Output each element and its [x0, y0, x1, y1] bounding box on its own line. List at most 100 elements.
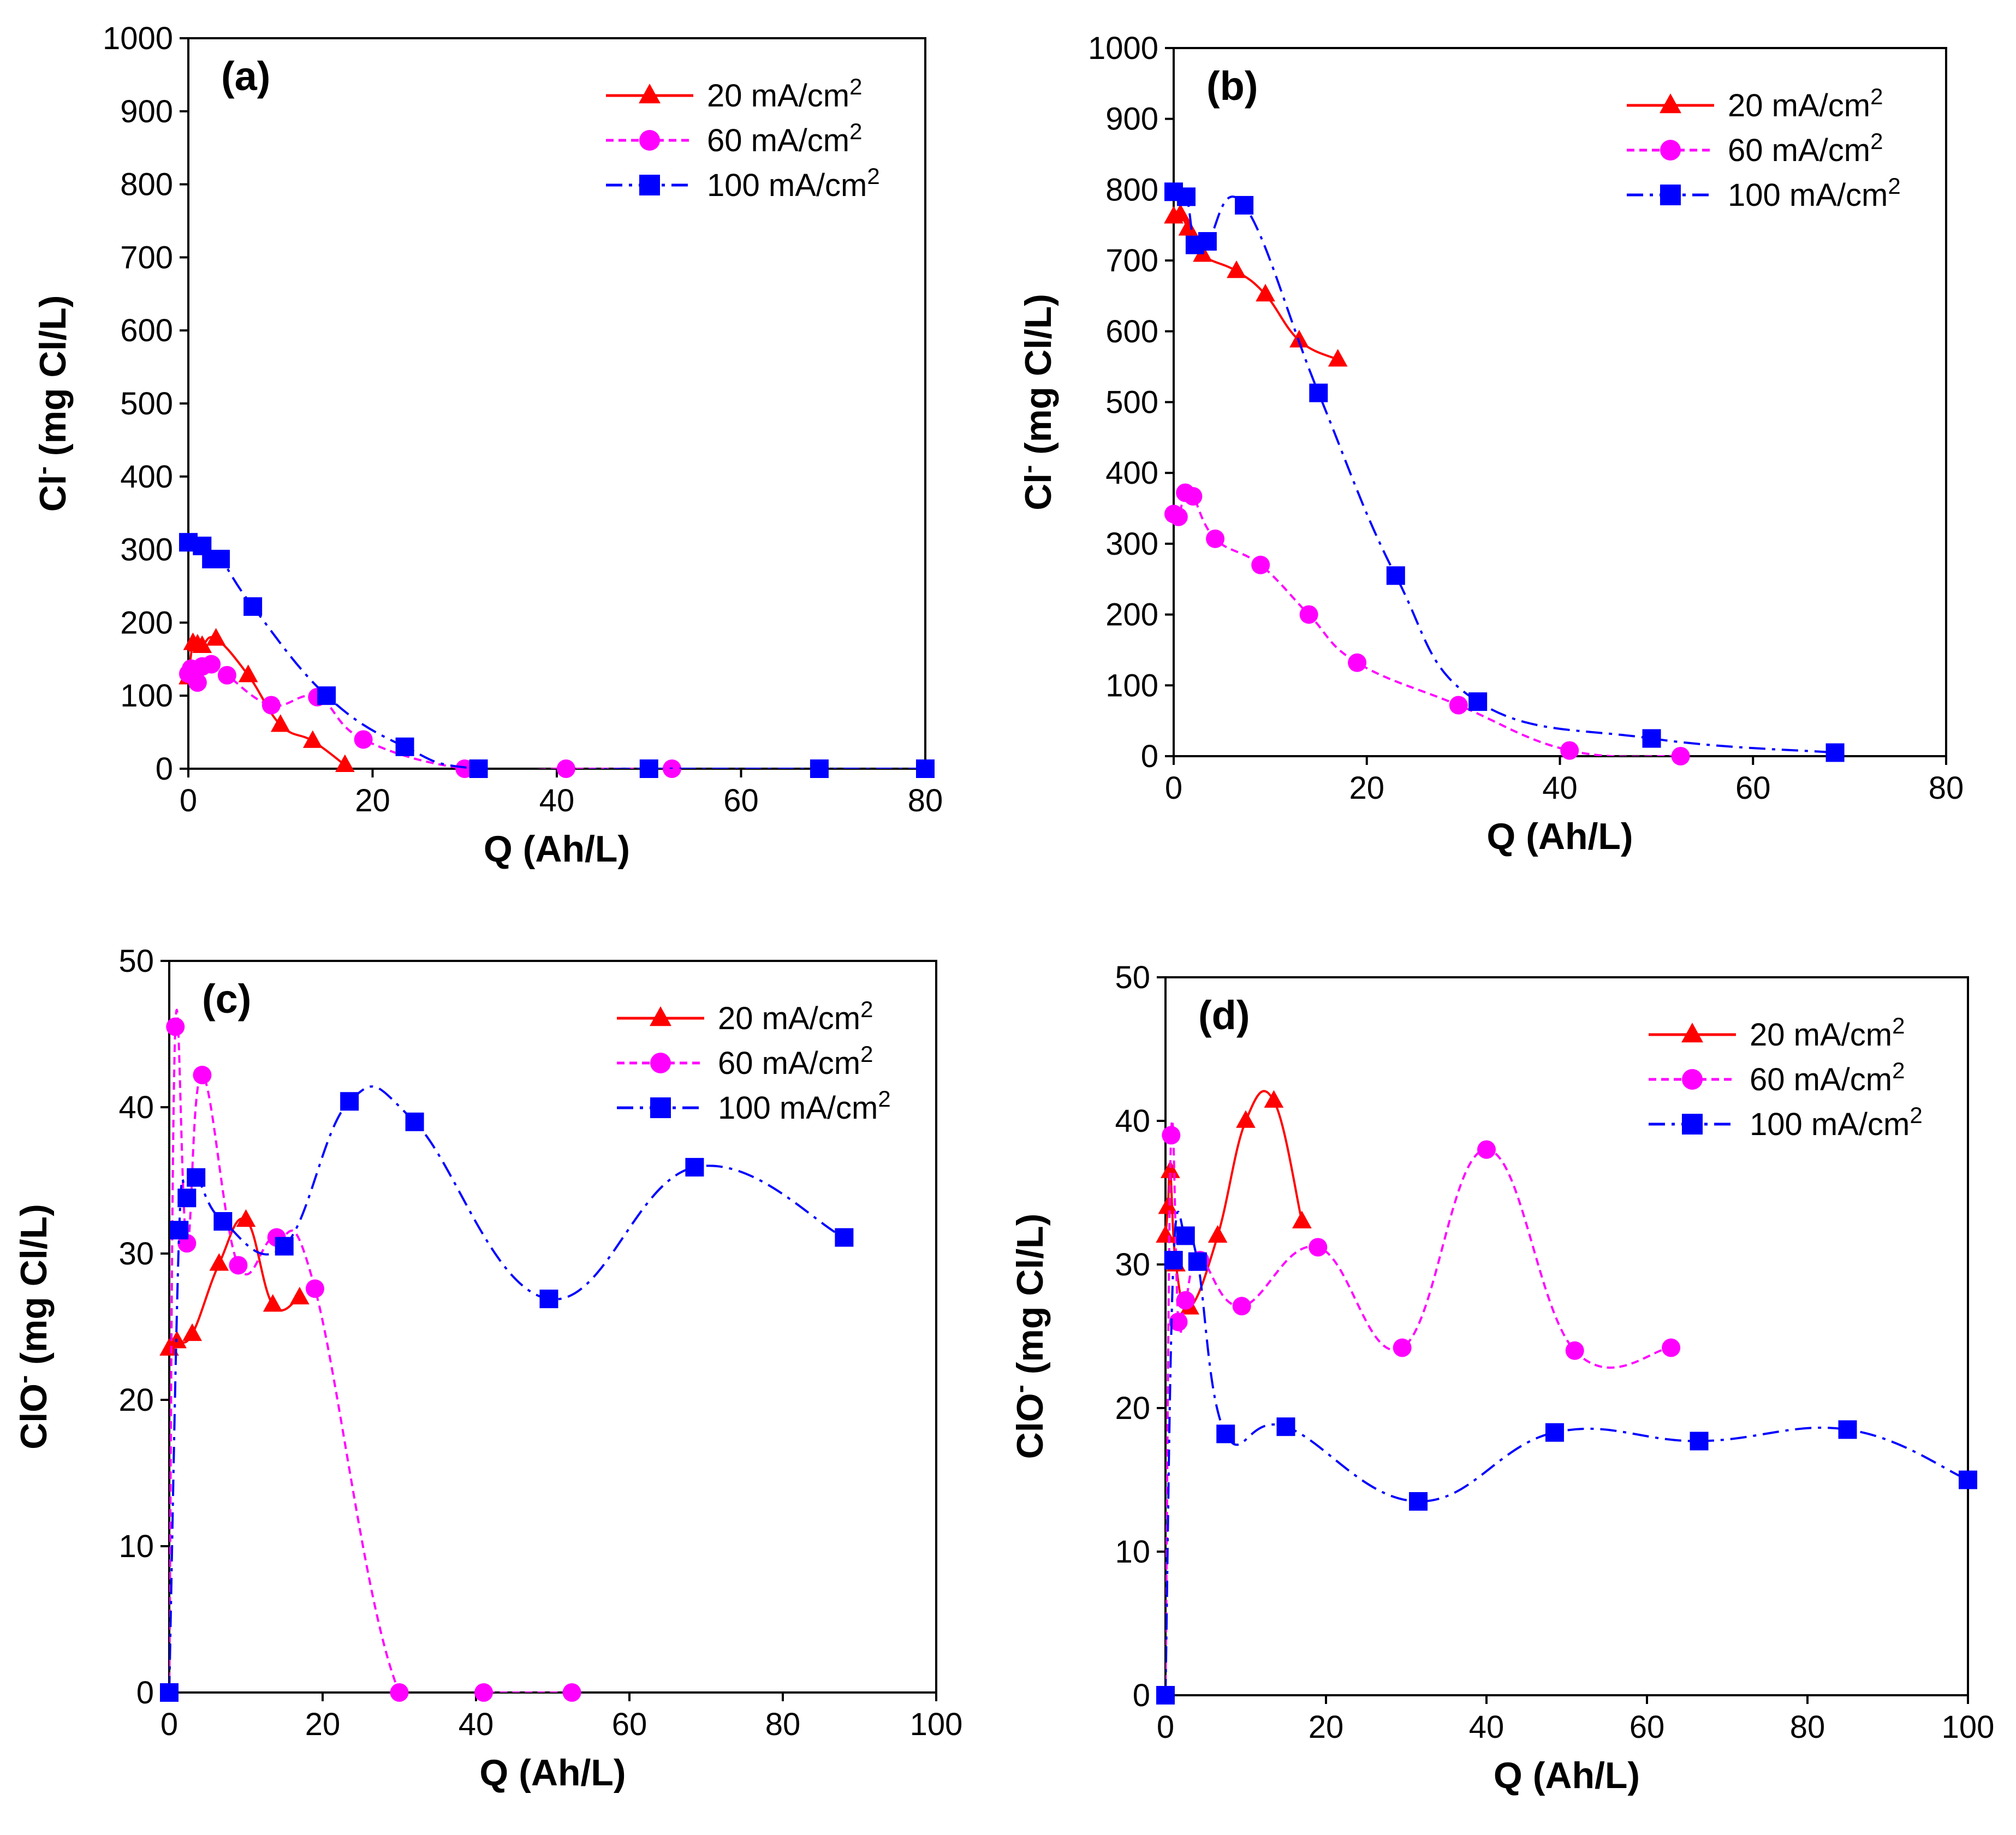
- data-point: [1477, 1140, 1496, 1159]
- data-point: [1449, 696, 1468, 715]
- data-point: [177, 1189, 197, 1208]
- data-point: [217, 666, 236, 685]
- y-tick-label: 1000: [1088, 31, 1158, 66]
- legend-label: 20 mA/cm2: [707, 74, 862, 114]
- data-point: [1309, 1238, 1328, 1257]
- y-tick-label: 200: [120, 605, 173, 640]
- legend-label: 100 mA/cm2: [718, 1086, 891, 1126]
- data-point: [1162, 1126, 1181, 1145]
- legend: 20 mA/cm2 60 mA/cm2 100 mA/cm2: [617, 996, 891, 1126]
- data-point: [1690, 1432, 1709, 1451]
- x-tick-label: 40: [539, 783, 575, 818]
- data-point: [1468, 692, 1488, 711]
- x-tick-label: 20: [1349, 770, 1384, 806]
- x-tick-label: 20: [1309, 1709, 1344, 1745]
- data-point: [1959, 1470, 1977, 1489]
- data-point: [229, 1256, 248, 1275]
- series-line: [188, 662, 672, 769]
- legend-marker: [639, 130, 660, 151]
- legend-marker: [1660, 93, 1681, 114]
- data-point: [1545, 1423, 1564, 1442]
- data-point: [1176, 1226, 1195, 1245]
- y-tick-label: 800: [120, 167, 173, 203]
- series-100-mA: [1156, 1210, 1977, 1705]
- data-point: [1178, 218, 1198, 236]
- legend-marker: [639, 84, 661, 104]
- y-tick-label: 900: [1105, 102, 1158, 137]
- data-point: [290, 1286, 310, 1305]
- data-point: [1236, 1110, 1256, 1128]
- y-tick-label: 200: [1105, 597, 1158, 633]
- data-point: [354, 730, 373, 749]
- data-point: [1176, 1291, 1195, 1310]
- data-point: [1216, 1424, 1235, 1444]
- x-tick-label: 80: [908, 783, 943, 818]
- data-point: [1386, 566, 1405, 585]
- data-point: [335, 754, 355, 773]
- data-point: [405, 1112, 424, 1131]
- x-tick-label: 100: [910, 1707, 963, 1742]
- legend: 20 mA/cm2 60 mA/cm2 100 mA/cm2: [1627, 84, 1901, 213]
- data-point: [1409, 1492, 1428, 1511]
- y-tick-label: 0: [1141, 739, 1158, 774]
- data-point: [261, 696, 281, 715]
- x-tick-label: 40: [1542, 770, 1578, 806]
- y-tick-label: 800: [1105, 172, 1158, 207]
- series-60-mA: [160, 1009, 581, 1702]
- plot-area-frame: [1164, 976, 1969, 1696]
- data-point: [1309, 383, 1328, 402]
- data-point: [916, 759, 935, 778]
- data-point: [1292, 1210, 1312, 1228]
- y-tick-label: 10: [118, 1529, 154, 1564]
- data-point: [685, 1157, 704, 1177]
- y-tick-label: 40: [1115, 1103, 1150, 1139]
- panel-label: (c): [202, 976, 251, 1022]
- legend-label: 20 mA/cm2: [1728, 84, 1883, 123]
- y-axis-title: ClO- (mg Cl/L): [9, 1204, 55, 1450]
- data-point: [192, 635, 212, 653]
- y-tick-label: 700: [120, 240, 173, 275]
- series-60-mA: [1156, 1119, 1681, 1705]
- series-20-mA: [159, 1209, 310, 1356]
- data-point: [1560, 741, 1579, 760]
- data-point: [539, 1290, 558, 1309]
- data-point: [202, 655, 221, 674]
- series-100-mA: [1164, 182, 1845, 762]
- data-point: [187, 1168, 206, 1187]
- data-point: [562, 1683, 581, 1702]
- y-tick-label: 900: [120, 94, 173, 129]
- data-point: [1838, 1420, 1857, 1439]
- legend-marker: [639, 175, 660, 195]
- y-tick-label: 50: [1115, 960, 1150, 995]
- x-tick-label: 100: [1942, 1709, 1995, 1745]
- legend-marker: [1660, 140, 1681, 161]
- x-axis-title: Q (Ah/L): [1494, 1755, 1640, 1796]
- series-line: [169, 1009, 572, 1693]
- y-tick-label: 600: [1105, 314, 1158, 349]
- data-point: [1642, 729, 1661, 748]
- series-20-mA: [1156, 1090, 1312, 1315]
- y-tick-label: 500: [1105, 385, 1158, 420]
- data-point: [1188, 1252, 1207, 1271]
- data-point: [236, 1209, 256, 1227]
- series-line: [1165, 1210, 1968, 1695]
- series-20-mA: [179, 628, 355, 773]
- panel-label: (a): [221, 54, 270, 99]
- series-line: [1174, 488, 1681, 756]
- data-point: [206, 628, 226, 646]
- y-tick-label: 20: [1115, 1391, 1150, 1426]
- data-point: [1251, 555, 1270, 574]
- x-tick-label: 0: [1165, 770, 1182, 806]
- data-point: [1198, 232, 1217, 251]
- data-point: [1264, 1090, 1284, 1108]
- y-tick-label: 40: [118, 1090, 154, 1125]
- y-tick-label: 300: [1105, 526, 1158, 562]
- x-tick-label: 40: [1469, 1709, 1504, 1745]
- data-point: [188, 673, 207, 692]
- legend-label: 20 mA/cm2: [718, 996, 873, 1036]
- data-point: [1235, 195, 1254, 215]
- data-point: [166, 1017, 185, 1036]
- data-point: [211, 549, 230, 568]
- panel-label: (d): [1198, 993, 1250, 1038]
